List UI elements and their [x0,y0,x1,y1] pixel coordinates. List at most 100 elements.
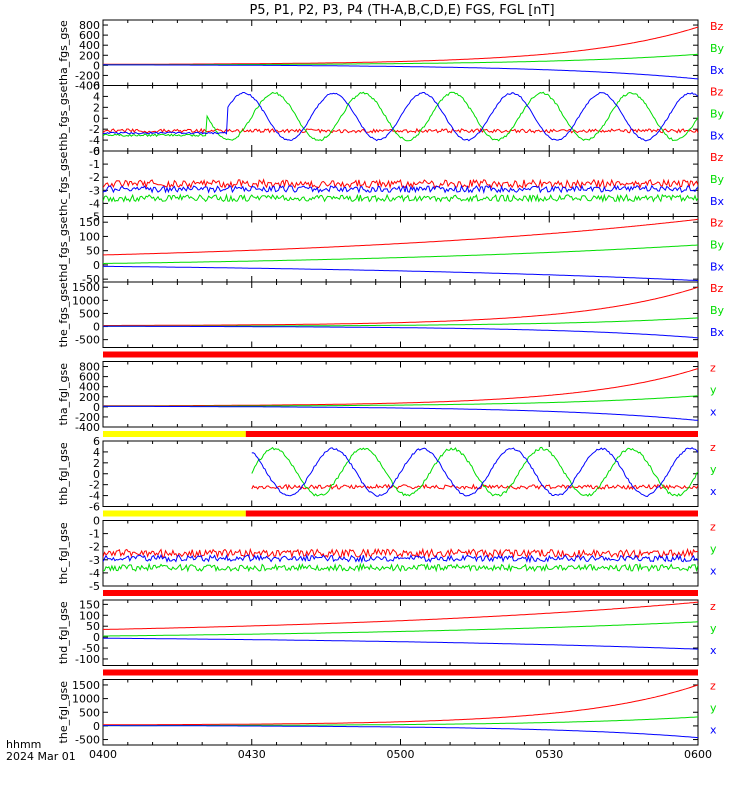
y-tick-label: -5 [89,580,100,593]
y-tick-label: -6 [89,501,100,514]
y-tick-label: 0 [93,145,100,158]
y-tick-label: 0 [93,59,100,72]
y-tick-label: 800 [79,361,100,374]
series-line-z [103,368,698,407]
series-line-By [103,53,698,66]
series-line-z [103,684,698,726]
y-axis-label: tha_fgs_gse [57,20,70,85]
series-line-Bz [103,178,698,190]
series-line-Bz [103,286,698,326]
component-label: By [710,239,725,252]
y-tick-label: -500 [75,334,100,347]
series-line-Bx [103,184,698,195]
y-axis-label: tha_fgl_gse [57,363,70,426]
y-axis-label: thc_fgs_gse [57,151,70,216]
series-line-x [103,725,698,739]
y-tick-label: 6 [93,435,100,448]
panel-frame [102,19,699,86]
series-line-x [103,405,698,421]
y-tick-label: 200 [79,391,100,404]
y-tick-label: 0 [93,321,100,334]
series-line-Bz [103,127,698,134]
y-tick-label: -2 [89,479,100,492]
component-label: Bz [710,20,724,33]
series-line-By [103,91,698,142]
x-tick-label: 0400 [89,748,117,761]
component-label: Bz [710,151,724,164]
component-label: y [710,622,717,635]
series-line-x [103,637,698,650]
y-tick-label: 50 [86,245,100,258]
series-line-Bz [103,26,698,65]
y-tick-label: -1 [89,528,100,541]
series-line-y [103,621,698,637]
y-tick-label: -4 [89,134,100,147]
y-tick-label: 600 [79,29,100,42]
y-tick-label: -4 [89,567,100,580]
status-bar-yellow [103,510,246,517]
series-line-Bx [103,265,698,282]
series-line-y [103,395,698,407]
y-tick-label: -6 [89,145,100,158]
x-tick-label: 0530 [535,748,563,761]
date-label: 2024 Mar 01 [6,750,76,763]
series-line-By [103,193,698,204]
y-tick-label: -2 [89,123,100,136]
y-tick-label: 500 [79,706,100,719]
status-bar-red [103,590,698,596]
y-axis-label: the_fgs_gse [57,282,70,347]
status-bar-red [245,431,699,437]
y-axis-label: thb_fgl_gse [57,442,70,505]
y-tick-label: 1000 [72,294,100,307]
series-line-z [103,601,698,630]
y-tick-label: -50 [82,273,100,286]
panel-frame [102,599,699,666]
y-tick-label: 200 [79,49,100,62]
series-line-Bx [103,325,698,339]
y-tick-label: 500 [79,307,100,320]
series-line-z [251,483,698,491]
y-tick-label: -4 [89,490,100,503]
y-tick-label: 150 [79,216,100,229]
y-tick-label: -4 [89,197,100,210]
status-bar-yellow [103,431,246,437]
y-tick-label: 4 [93,90,100,103]
y-tick-label: 1000 [72,693,100,706]
y-tick-label: -2 [89,171,100,184]
y-tick-label: 400 [79,381,100,394]
status-bar-red [103,669,698,676]
series-line-x [103,553,698,564]
y-tick-label: -2 [89,541,100,554]
series-line-y [251,446,698,497]
y-tick-label: 400 [79,39,100,52]
y-tick-label: -400 [75,80,100,93]
x-tick-label: 0500 [387,748,415,761]
component-label: z [710,441,716,454]
component-label: y [710,463,717,476]
y-tick-label: 100 [79,609,100,622]
component-label: Bx [710,64,725,77]
y-axis-label: the_fgl_gse [57,681,70,744]
y-tick-label: 50 [86,620,100,633]
component-label: z [710,521,716,534]
component-label: Bz [710,217,724,230]
y-tick-label: -500 [75,734,100,747]
y-axis-label: thb_fgs_gse [57,85,70,151]
y-tick-label: -3 [89,184,100,197]
y-tick-label: -100 [75,653,100,666]
y-tick-label: 100 [79,230,100,243]
component-label: z [710,362,716,375]
panel-frame [102,440,699,507]
component-label: y [710,702,717,715]
component-label: z [710,680,716,693]
time-axis-label: hhmm [6,738,41,751]
component-label: Bz [710,282,724,295]
y-tick-label: 2 [93,101,100,114]
y-tick-label: 0 [93,468,100,481]
component-label: By [710,108,725,121]
series-line-y [103,562,698,573]
